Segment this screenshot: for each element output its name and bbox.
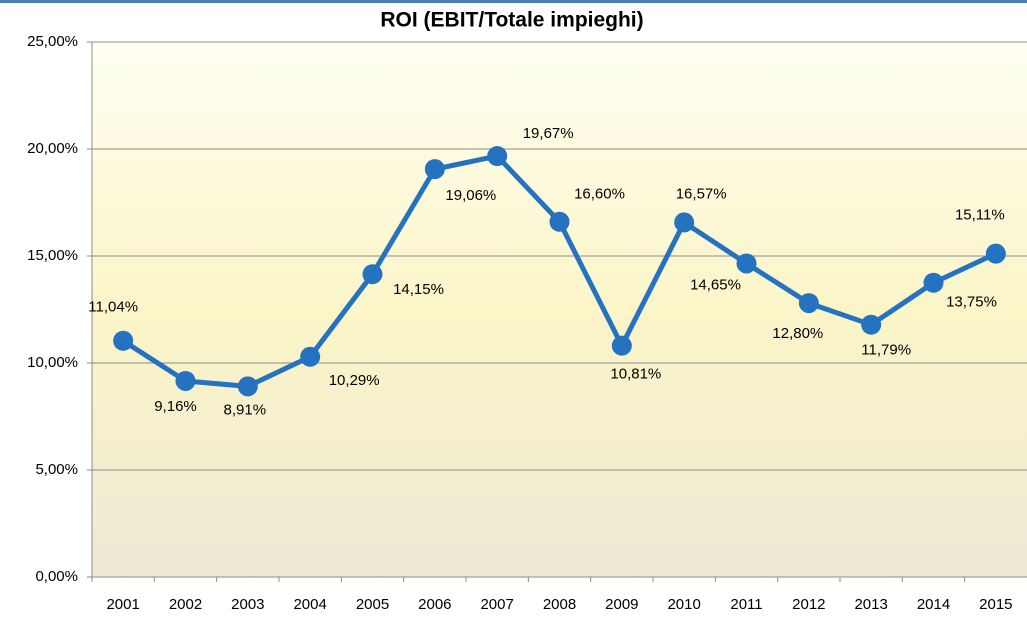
x-tick-label: 2001 bbox=[106, 596, 139, 613]
data-label: 15,11% bbox=[955, 207, 1005, 224]
data-label: 16,57% bbox=[676, 185, 727, 202]
data-label: 9,16% bbox=[154, 398, 197, 415]
data-label: 16,60% bbox=[574, 186, 625, 203]
data-point bbox=[985, 243, 1006, 264]
data-label: 19,67% bbox=[523, 125, 574, 142]
x-tick-label: 2014 bbox=[917, 596, 950, 613]
data-point bbox=[736, 253, 757, 274]
y-tick-label: 10,00% bbox=[27, 354, 78, 371]
data-point bbox=[549, 211, 570, 232]
data-point bbox=[798, 293, 819, 314]
x-tick-label: 2013 bbox=[854, 596, 887, 613]
x-tick-label: 2002 bbox=[169, 596, 202, 613]
data-point bbox=[424, 159, 445, 180]
x-tick-label: 2011 bbox=[730, 596, 762, 613]
data-label: 10,81% bbox=[610, 366, 661, 383]
x-tick-label: 2012 bbox=[792, 596, 825, 613]
y-tick-label: 0,00% bbox=[35, 568, 78, 585]
x-tick-label: 2004 bbox=[293, 596, 326, 613]
data-point bbox=[861, 314, 882, 335]
data-point bbox=[362, 264, 383, 285]
data-label: 11,79% bbox=[861, 342, 911, 359]
x-tick-label: 2008 bbox=[543, 596, 576, 613]
x-tick-label: 2007 bbox=[480, 596, 513, 613]
data-point bbox=[237, 376, 258, 397]
data-point bbox=[300, 346, 321, 367]
x-tick-label: 2015 bbox=[979, 596, 1012, 613]
data-label: 13,75% bbox=[946, 294, 997, 311]
data-label: 14,65% bbox=[690, 276, 741, 293]
data-label: 10,29% bbox=[329, 372, 380, 389]
data-point bbox=[487, 146, 508, 167]
data-label: 14,15% bbox=[393, 281, 444, 298]
y-tick-label: 25,00% bbox=[27, 33, 78, 50]
x-tick-label: 2005 bbox=[356, 596, 389, 613]
plot-area bbox=[92, 42, 1027, 577]
data-point bbox=[175, 370, 196, 391]
y-tick-label: 20,00% bbox=[27, 140, 78, 157]
chart-title: ROI (EBIT/Totale impieghi) bbox=[380, 9, 643, 32]
data-label: 11,04% bbox=[88, 299, 138, 316]
data-point bbox=[923, 272, 944, 293]
data-point bbox=[113, 330, 134, 351]
data-label: 19,06% bbox=[445, 187, 496, 204]
data-label: 8,91% bbox=[224, 401, 267, 418]
data-point bbox=[674, 212, 695, 233]
x-tick-label: 2010 bbox=[667, 596, 700, 613]
x-tick-label: 2006 bbox=[418, 596, 451, 613]
y-tick-label: 15,00% bbox=[27, 247, 78, 264]
data-point bbox=[611, 335, 632, 356]
x-tick-label: 2003 bbox=[231, 596, 264, 613]
y-tick-label: 5,00% bbox=[35, 461, 78, 478]
data-label: 12,80% bbox=[772, 325, 823, 342]
top-border bbox=[0, 0, 1027, 3]
x-tick-label: 2009 bbox=[605, 596, 638, 613]
